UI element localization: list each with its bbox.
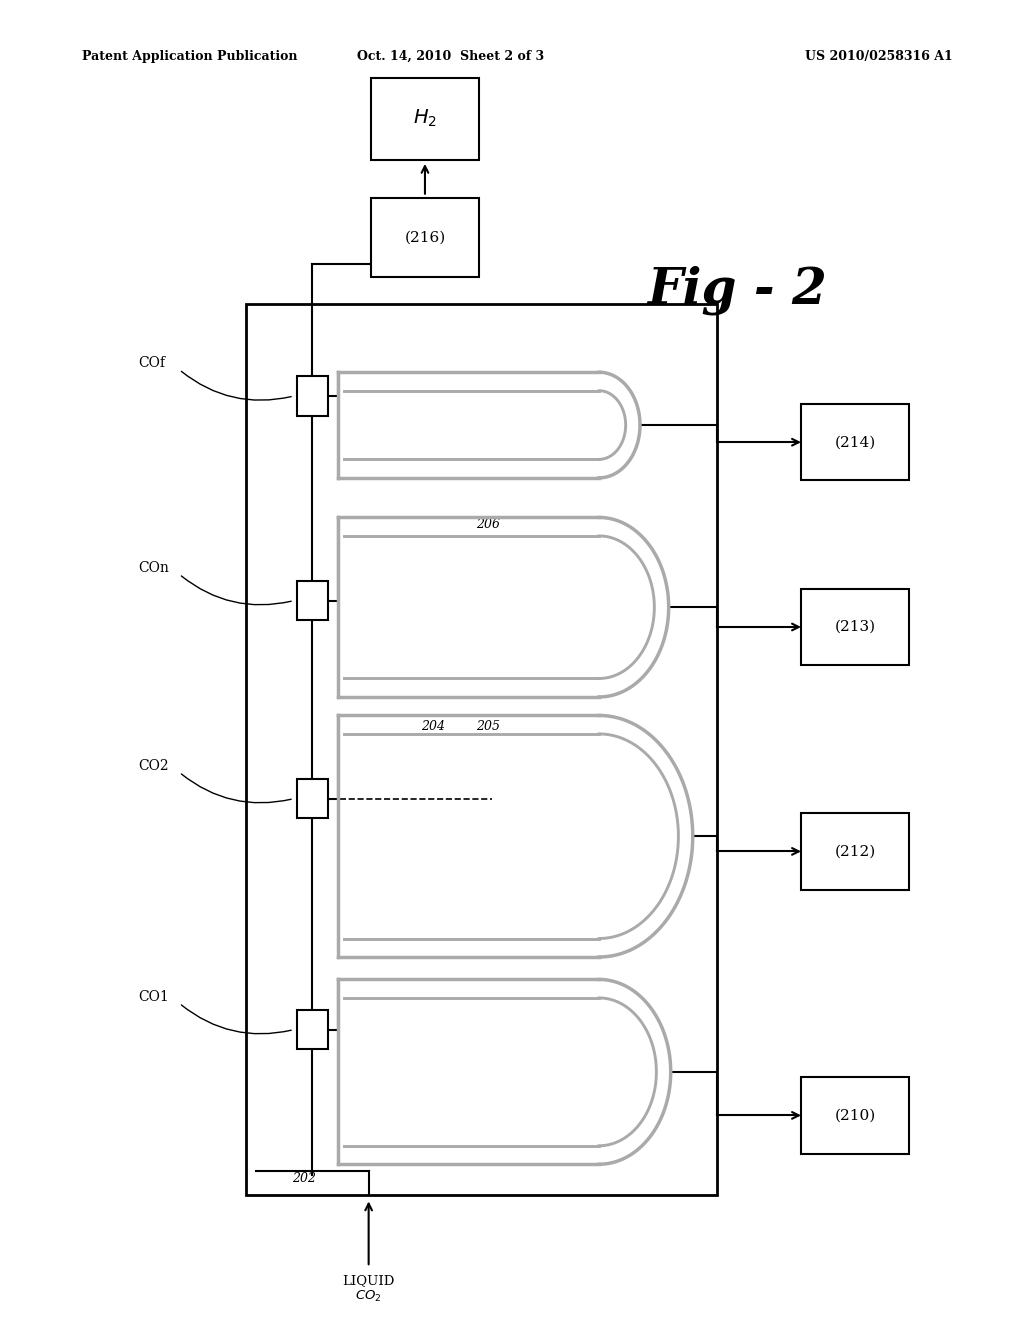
Text: (212): (212) (835, 845, 876, 858)
Text: (214): (214) (835, 436, 876, 449)
Text: 205: 205 (476, 719, 500, 733)
FancyBboxPatch shape (371, 198, 478, 277)
FancyBboxPatch shape (371, 78, 478, 160)
FancyBboxPatch shape (297, 779, 328, 818)
FancyBboxPatch shape (801, 813, 909, 890)
Text: 202: 202 (292, 1172, 315, 1185)
FancyBboxPatch shape (801, 404, 909, 480)
FancyBboxPatch shape (297, 581, 328, 620)
Text: COn: COn (138, 561, 169, 574)
Text: 204: 204 (422, 719, 445, 733)
Text: Fig - 2: Fig - 2 (647, 265, 827, 315)
Text: CO2: CO2 (138, 759, 169, 772)
Text: Patent Application Publication: Patent Application Publication (82, 50, 297, 63)
FancyBboxPatch shape (246, 304, 717, 1195)
FancyBboxPatch shape (297, 376, 328, 416)
Text: (210): (210) (835, 1109, 876, 1122)
FancyBboxPatch shape (801, 1077, 909, 1154)
FancyBboxPatch shape (297, 1010, 328, 1049)
Text: CO1: CO1 (138, 990, 169, 1003)
Text: US 2010/0258316 A1: US 2010/0258316 A1 (805, 50, 952, 63)
Text: COf: COf (138, 356, 165, 370)
Text: (213): (213) (835, 620, 876, 634)
Text: $H_2$: $H_2$ (413, 108, 437, 129)
Text: LIQUID
$CO_2$: LIQUID $CO_2$ (342, 1274, 395, 1304)
Text: Oct. 14, 2010  Sheet 2 of 3: Oct. 14, 2010 Sheet 2 of 3 (357, 50, 544, 63)
Text: 206: 206 (476, 517, 500, 531)
Text: (216): (216) (404, 231, 445, 244)
FancyBboxPatch shape (801, 589, 909, 665)
